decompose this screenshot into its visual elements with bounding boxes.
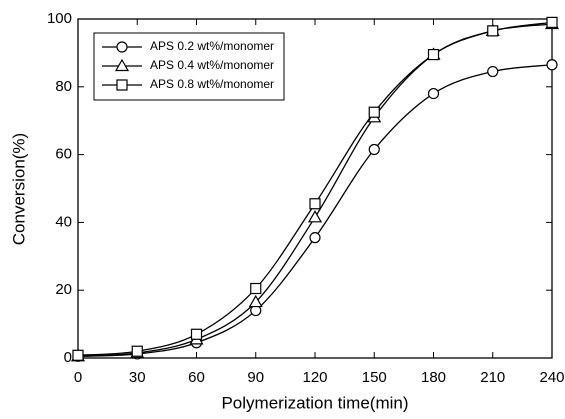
- legend: APS 0.2 wt%/monomer APS 0.4 wt%/monomer AP…: [93, 32, 285, 101]
- marker: [309, 232, 321, 244]
- marker: [248, 294, 263, 308]
- marker: [72, 349, 84, 361]
- marker: [368, 143, 380, 156]
- marker: [487, 65, 499, 78]
- y-tick-label: 0: [64, 349, 72, 366]
- marker: [427, 87, 440, 100]
- marker: [546, 16, 558, 28]
- x-tick-label: 30: [129, 369, 146, 386]
- x-tick-label: 180: [421, 369, 446, 386]
- y-axis-label: Conversion(%): [9, 133, 28, 245]
- legend-marker: [116, 41, 128, 53]
- x-axis-label: Polymerization time(min): [221, 393, 408, 412]
- y-tick-label: 60: [55, 146, 72, 163]
- y-tick-label: 80: [55, 78, 72, 95]
- y-tick-label: 40: [55, 213, 72, 230]
- x-tick-label: 60: [188, 369, 205, 386]
- legend-label: APS 0.8 wt%/monomer: [150, 77, 274, 91]
- marker: [250, 282, 262, 295]
- marker: [427, 48, 440, 61]
- x-tick-label: 90: [247, 369, 264, 386]
- x-tick-label: 240: [539, 369, 564, 386]
- marker: [131, 345, 143, 357]
- marker: [487, 25, 499, 37]
- marker: [190, 328, 203, 340]
- y-tick-label: 20: [55, 281, 72, 298]
- x-tick-label: 0: [74, 369, 82, 386]
- marker: [307, 210, 323, 223]
- x-tick-label: 210: [480, 369, 505, 386]
- marker: [368, 106, 380, 118]
- x-tick-label: 150: [362, 369, 387, 386]
- y-tick-label: 100: [47, 10, 72, 27]
- legend-marker: [114, 58, 130, 72]
- legend-label: APS 0.4 wt%/monomer: [150, 58, 274, 72]
- legend-label: APS 0.2 wt%/monomer: [150, 39, 274, 53]
- x-tick-label: 120: [302, 369, 327, 386]
- legend-marker: [116, 79, 128, 91]
- marker: [309, 198, 321, 210]
- marker: [546, 59, 558, 71]
